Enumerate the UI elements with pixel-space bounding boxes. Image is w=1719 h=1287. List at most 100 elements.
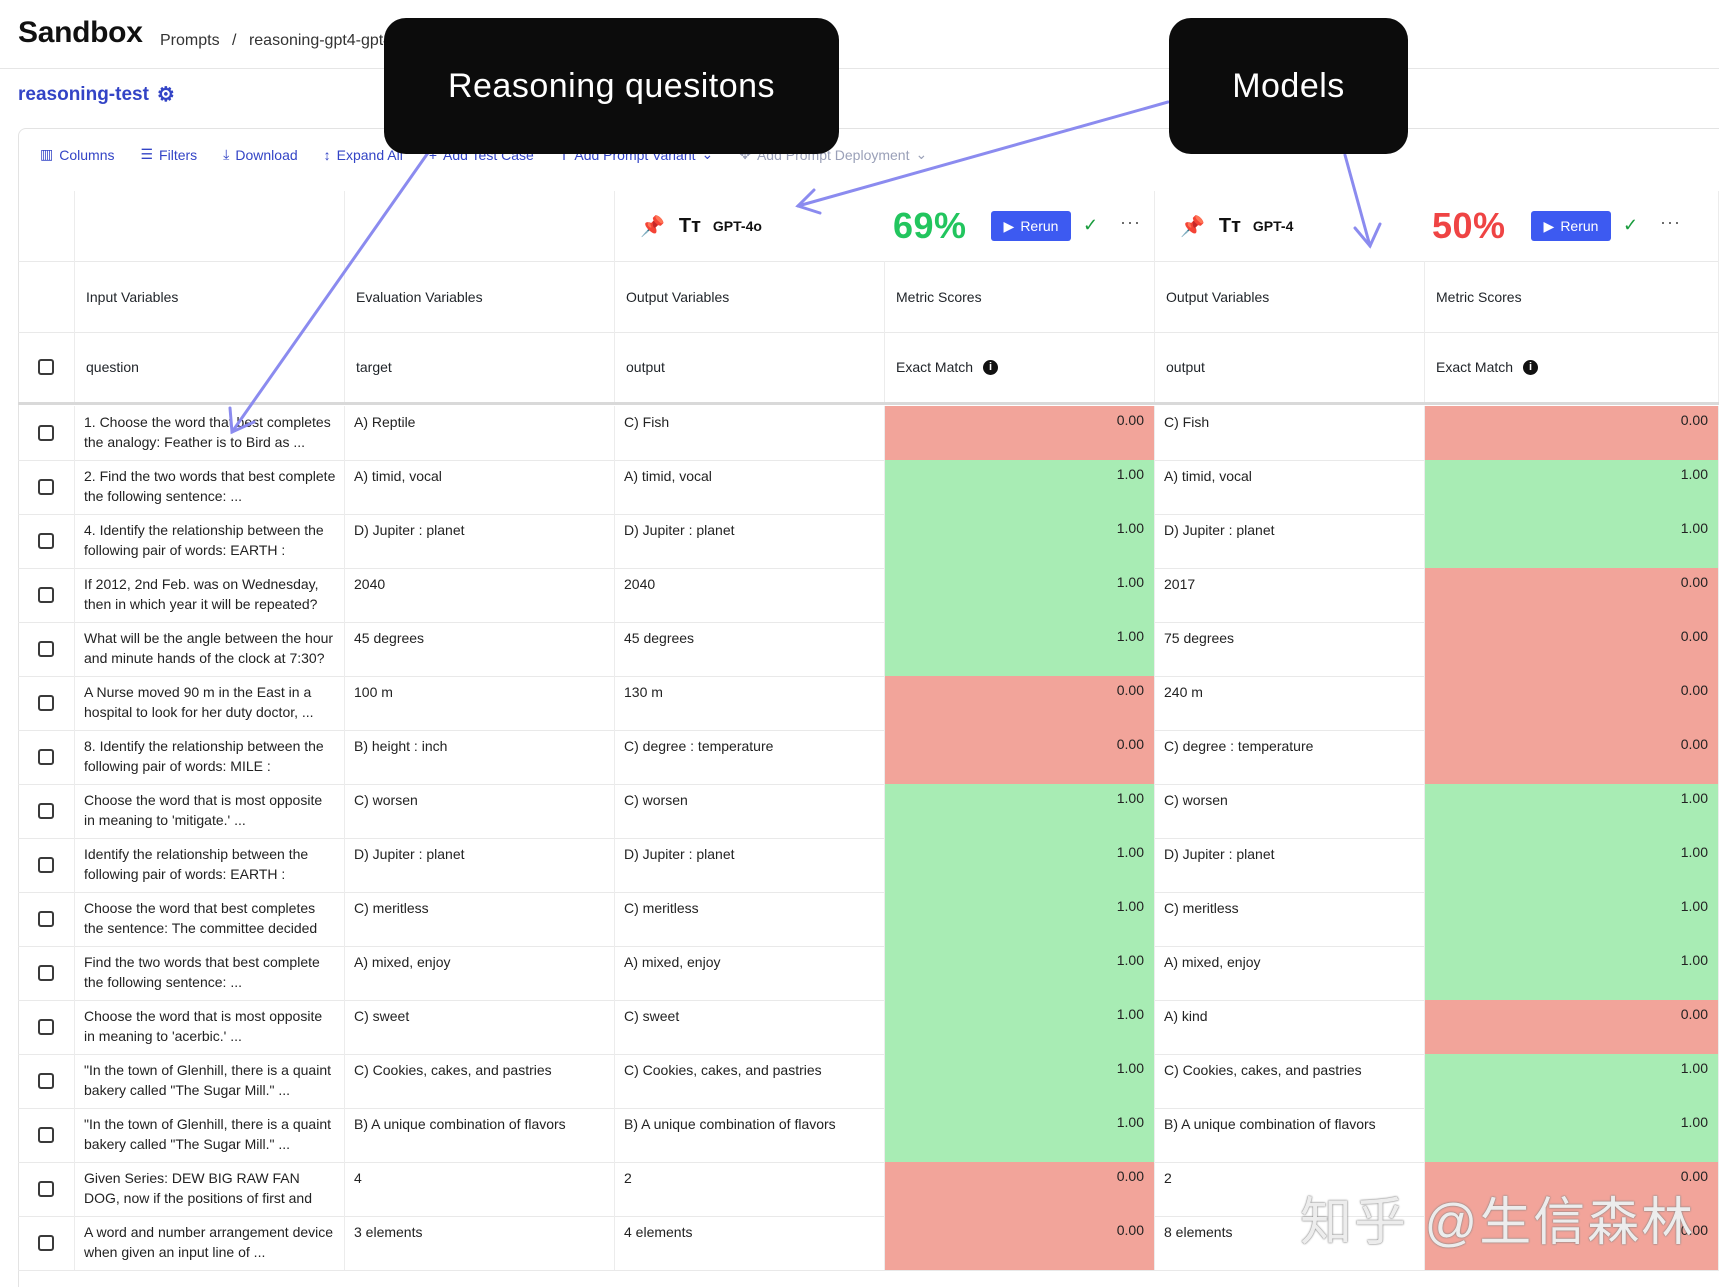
output-cell-gpt-4[interactable]: B) A unique combination of flavors [1155, 1108, 1425, 1162]
row-checkbox[interactable] [38, 425, 54, 441]
question-cell[interactable]: "In the town of Glenhill, there is a qua… [75, 1054, 345, 1108]
table-row[interactable]: What will be the angle between the hour … [18, 622, 1719, 677]
table-row[interactable]: Choose the word that best completes the … [18, 892, 1719, 947]
score-cell-gpt-4o[interactable]: 1.00 [885, 1000, 1155, 1054]
score-cell-gpt-4o[interactable]: 0.00 [885, 676, 1155, 730]
target-cell[interactable]: A) mixed, enjoy [345, 946, 615, 1000]
target-cell[interactable]: 4 [345, 1162, 615, 1216]
row-checkbox[interactable] [38, 479, 54, 495]
row-checkbox[interactable] [38, 587, 54, 603]
output-cell-gpt-4[interactable]: C) worsen [1155, 784, 1425, 838]
score-cell-gpt-4o[interactable]: 0.00 [885, 730, 1155, 784]
score-cell-gpt-4o[interactable]: 1.00 [885, 514, 1155, 568]
column-output-2[interactable]: output [1155, 332, 1425, 402]
target-cell[interactable]: 100 m [345, 676, 615, 730]
column-exact-match-2[interactable]: Exact Match i [1425, 332, 1719, 402]
question-cell[interactable]: Choose the word that is most opposite in… [75, 784, 345, 838]
score-cell-gpt-4[interactable]: 0.00 [1425, 622, 1719, 676]
output-cell-gpt-4o[interactable]: 4 elements [615, 1216, 885, 1270]
output-cell-gpt-4o[interactable]: B) A unique combination of flavors [615, 1108, 885, 1162]
output-cell-gpt-4o[interactable]: C) Fish [615, 406, 885, 460]
output-cell-gpt-4o[interactable]: C) worsen [615, 784, 885, 838]
output-cell-gpt-4[interactable]: D) Jupiter : planet [1155, 514, 1425, 568]
select-all-checkbox[interactable] [38, 359, 54, 375]
column-exact-match-1[interactable]: Exact Match i [885, 332, 1155, 402]
score-cell-gpt-4[interactable]: 1.00 [1425, 1108, 1719, 1162]
table-row[interactable]: "In the town of Glenhill, there is a qua… [18, 1108, 1719, 1163]
question-cell[interactable]: 1. Choose the word that best completes t… [75, 406, 345, 460]
columns-button[interactable]: ▥ Columns [40, 146, 115, 163]
target-cell[interactable]: 45 degrees [345, 622, 615, 676]
table-row[interactable]: A Nurse moved 90 m in the East in a hosp… [18, 676, 1719, 731]
score-cell-gpt-4o[interactable]: 1.00 [885, 1054, 1155, 1108]
target-cell[interactable]: B) A unique combination of flavors [345, 1108, 615, 1162]
score-cell-gpt-4[interactable]: 1.00 [1425, 892, 1719, 946]
question-cell[interactable]: If 2012, 2nd Feb. was on Wednesday, then… [75, 568, 345, 622]
question-cell[interactable]: A Nurse moved 90 m in the East in a hosp… [75, 676, 345, 730]
table-row[interactable]: If 2012, 2nd Feb. was on Wednesday, then… [18, 568, 1719, 623]
table-row[interactable]: Identify the relationship between the fo… [18, 838, 1719, 893]
rerun-button[interactable]: ▶ Rerun [1531, 211, 1611, 241]
column-output-1[interactable]: output [615, 332, 885, 402]
target-cell[interactable]: B) height : inch [345, 730, 615, 784]
output-cell-gpt-4o[interactable]: D) Jupiter : planet [615, 838, 885, 892]
table-row[interactable]: 4. Identify the relationship between the… [18, 514, 1719, 569]
output-cell-gpt-4o[interactable]: C) meritless [615, 892, 885, 946]
output-cell-gpt-4[interactable]: 2 [1155, 1162, 1425, 1216]
download-button[interactable]: ⤓ Download [223, 146, 298, 163]
filters-button[interactable]: ☰ Filters [140, 146, 198, 163]
score-cell-gpt-4[interactable]: 0.00 [1425, 730, 1719, 784]
table-row[interactable]: 8. Identify the relationship between the… [18, 730, 1719, 785]
score-cell-gpt-4[interactable]: 0.00 [1425, 568, 1719, 622]
project-name[interactable]: reasoning-test [18, 83, 149, 105]
info-icon[interactable]: i [1523, 359, 1539, 375]
output-cell-gpt-4[interactable]: 2017 [1155, 568, 1425, 622]
more-options-icon[interactable]: ··· [1120, 212, 1141, 232]
output-cell-gpt-4o[interactable]: C) Cookies, cakes, and pastries [615, 1054, 885, 1108]
table-row[interactable]: "In the town of Glenhill, there is a qua… [18, 1054, 1719, 1109]
score-cell-gpt-4[interactable]: 0.00 [1425, 1000, 1719, 1054]
score-cell-gpt-4o[interactable]: 0.00 [885, 1162, 1155, 1216]
output-cell-gpt-4o[interactable]: C) sweet [615, 1000, 885, 1054]
question-cell[interactable]: Identify the relationship between the fo… [75, 838, 345, 892]
target-cell[interactable]: C) worsen [345, 784, 615, 838]
output-cell-gpt-4[interactable]: 8 elements [1155, 1216, 1425, 1270]
score-cell-gpt-4o[interactable]: 0.00 [885, 406, 1155, 460]
score-cell-gpt-4o[interactable]: 1.00 [885, 622, 1155, 676]
pin-icon[interactable]: 📌 [1180, 215, 1205, 238]
row-checkbox[interactable] [38, 1019, 54, 1035]
table-row[interactable]: 1. Choose the word that best completes t… [18, 406, 1719, 461]
output-cell-gpt-4[interactable]: 75 degrees [1155, 622, 1425, 676]
row-checkbox[interactable] [38, 1181, 54, 1197]
row-checkbox[interactable] [38, 1073, 54, 1089]
row-checkbox[interactable] [38, 1127, 54, 1143]
column-question[interactable]: question [75, 332, 345, 402]
info-icon[interactable]: i [983, 359, 999, 375]
row-checkbox[interactable] [38, 695, 54, 711]
target-cell[interactable]: C) meritless [345, 892, 615, 946]
row-checkbox[interactable] [38, 533, 54, 549]
column-target[interactable]: target [345, 332, 615, 402]
output-cell-gpt-4o[interactable]: 2040 [615, 568, 885, 622]
target-cell[interactable]: 3 elements [345, 1216, 615, 1270]
score-cell-gpt-4[interactable]: 0.00 [1425, 1216, 1719, 1270]
output-cell-gpt-4[interactable]: C) Cookies, cakes, and pastries [1155, 1054, 1425, 1108]
score-cell-gpt-4[interactable]: 1.00 [1425, 460, 1719, 514]
score-cell-gpt-4[interactable]: 0.00 [1425, 676, 1719, 730]
output-cell-gpt-4[interactable]: A) timid, vocal [1155, 460, 1425, 514]
score-cell-gpt-4[interactable]: 0.00 [1425, 406, 1719, 460]
table-row[interactable]: Find the two words that best complete th… [18, 946, 1719, 1001]
row-checkbox[interactable] [38, 857, 54, 873]
score-cell-gpt-4[interactable]: 1.00 [1425, 1054, 1719, 1108]
question-cell[interactable]: Choose the word that best completes the … [75, 892, 345, 946]
output-cell-gpt-4[interactable]: A) mixed, enjoy [1155, 946, 1425, 1000]
target-cell[interactable]: C) Cookies, cakes, and pastries [345, 1054, 615, 1108]
score-cell-gpt-4[interactable]: 1.00 [1425, 946, 1719, 1000]
score-cell-gpt-4o[interactable]: 1.00 [885, 892, 1155, 946]
breadcrumb-prompts[interactable]: Prompts [160, 32, 220, 49]
target-cell[interactable]: C) sweet [345, 1000, 615, 1054]
score-cell-gpt-4o[interactable]: 1.00 [885, 1108, 1155, 1162]
question-cell[interactable]: Find the two words that best complete th… [75, 946, 345, 1000]
table-row[interactable]: Choose the word that is most opposite in… [18, 784, 1719, 839]
breadcrumb-current[interactable]: reasoning-gpt4-gpt4 [248, 32, 393, 49]
